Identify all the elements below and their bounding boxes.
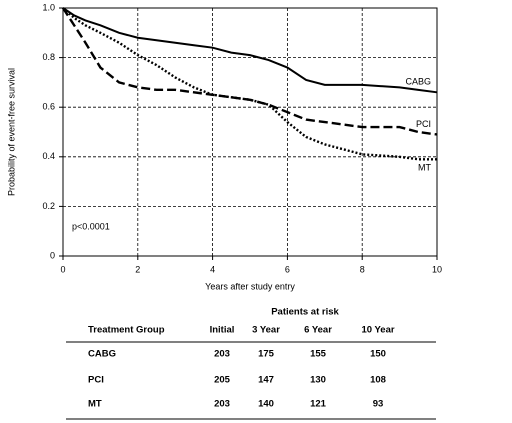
series-label: MT bbox=[418, 163, 431, 173]
table-header: 6 Year bbox=[304, 325, 332, 336]
table-cell: 140 bbox=[258, 399, 274, 410]
table-cell: PCI bbox=[88, 375, 104, 386]
x-tick-label: 4 bbox=[210, 264, 215, 274]
table-cell: 205 bbox=[214, 375, 231, 386]
table-header: 3 Year bbox=[252, 325, 280, 336]
table-cell: 203 bbox=[214, 399, 230, 410]
series-label: PCI bbox=[416, 119, 431, 129]
y-axis-label: Probability of event-free survival bbox=[6, 68, 16, 196]
y-tick-label: 0.4 bbox=[42, 151, 55, 161]
table-cell: 147 bbox=[258, 375, 274, 386]
table-header: Initial bbox=[210, 325, 235, 336]
series-line bbox=[62, 7, 437, 161]
table-cell: 93 bbox=[373, 399, 384, 410]
table-cell: 155 bbox=[310, 349, 327, 360]
table-cell: 150 bbox=[370, 349, 386, 360]
table-cell: 203 bbox=[214, 349, 230, 360]
annotation: p<0.0001 bbox=[72, 221, 110, 231]
y-tick-label: 0.2 bbox=[42, 201, 55, 211]
table-cell: 130 bbox=[310, 375, 326, 386]
risk-table: Patients at risk Treatment Group Initial 3… bbox=[66, 307, 436, 420]
table-header: 10 Year bbox=[361, 325, 394, 336]
x-tick-label: 0 bbox=[60, 264, 65, 274]
y-tick-label: 0.8 bbox=[42, 52, 55, 62]
series-label: CABG bbox=[405, 77, 431, 87]
table-header: Treatment Group bbox=[88, 325, 165, 336]
x-tick-label: 8 bbox=[360, 264, 365, 274]
y-tick-label: 0 bbox=[50, 250, 55, 260]
plot-frame bbox=[62, 7, 438, 257]
table-cell: MT bbox=[88, 399, 102, 410]
x-tick-label: 6 bbox=[285, 264, 290, 274]
table-title: Patients at risk bbox=[271, 307, 339, 318]
y-tick-label: 0.6 bbox=[42, 102, 55, 112]
y-tick-label: 1.0 bbox=[42, 2, 55, 12]
table-cell: 121 bbox=[310, 399, 327, 410]
x-axis-label: Years after study entry bbox=[205, 281, 295, 291]
x-tick-label: 2 bbox=[135, 264, 140, 274]
series-line bbox=[61, 7, 438, 136]
x-tick-label: 10 bbox=[432, 264, 442, 274]
table-cell: CABG bbox=[88, 349, 116, 360]
table-cell: 108 bbox=[370, 375, 386, 386]
series-line bbox=[62, 7, 438, 94]
table-cell: 175 bbox=[258, 349, 275, 360]
